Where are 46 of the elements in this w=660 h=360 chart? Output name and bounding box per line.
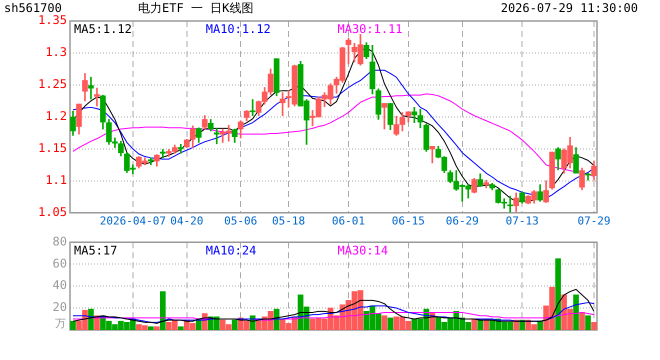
text: MA5:17 <box>74 243 118 258</box>
y-tick-label: 1.25 <box>38 77 67 92</box>
text: MA10:1.12 <box>206 22 271 36</box>
y-tick-label: 1.2 <box>45 109 67 124</box>
x-tick-label: 05-18 <box>272 214 306 228</box>
text: MA30:1.11 <box>338 22 403 36</box>
bar <box>70 320 76 330</box>
bar <box>382 315 388 330</box>
bar <box>160 291 166 330</box>
y-tick-label: 1.35 <box>38 13 67 28</box>
bar <box>178 326 184 330</box>
bar <box>154 326 160 330</box>
x-tick-label: 04-20 <box>170 214 204 228</box>
y-tick-label: 80 <box>52 234 67 248</box>
x-tick-label: 05-06 <box>224 214 258 228</box>
y-axis-title: 万 <box>55 316 66 330</box>
text: MA30:14 <box>338 243 388 258</box>
y-tick-label: 40 <box>52 278 67 292</box>
text: MA10:24 <box>206 243 256 258</box>
y-tick-label: 1.15 <box>38 140 67 155</box>
y-tick-label: 20 <box>52 300 67 314</box>
text: MA5:1.12 <box>74 22 132 36</box>
chart-subtitle: 2026-07-29 11:30:00 <box>500 1 638 15</box>
bar <box>388 318 394 330</box>
x-tick-label: 07-29 <box>577 214 611 228</box>
bar <box>573 294 579 330</box>
bar <box>579 312 585 330</box>
bar <box>477 320 484 330</box>
bar <box>585 315 591 330</box>
y-tick-label: 60 <box>52 256 67 270</box>
x-tick-label: 06-15 <box>392 214 425 228</box>
text: sh561700 <box>4 1 62 15</box>
bar <box>537 320 543 330</box>
y-tick-label: 1.1 <box>45 172 67 187</box>
x-tick-label: 06-29 <box>446 214 479 228</box>
x-tick-label: 07-13 <box>506 214 539 228</box>
y-tick-label: 1.05 <box>38 204 67 219</box>
x-tick-label: 06-01 <box>332 214 366 228</box>
y-tick-label: 1.3 <box>45 45 67 60</box>
bar <box>88 308 94 330</box>
chart-title: 电力ETF 一 日K线图 <box>138 1 254 15</box>
x-tick-label: 2026-04-07 <box>100 214 166 228</box>
bar <box>591 322 597 330</box>
bar <box>232 320 238 330</box>
bar <box>555 258 561 330</box>
bar <box>148 326 154 330</box>
